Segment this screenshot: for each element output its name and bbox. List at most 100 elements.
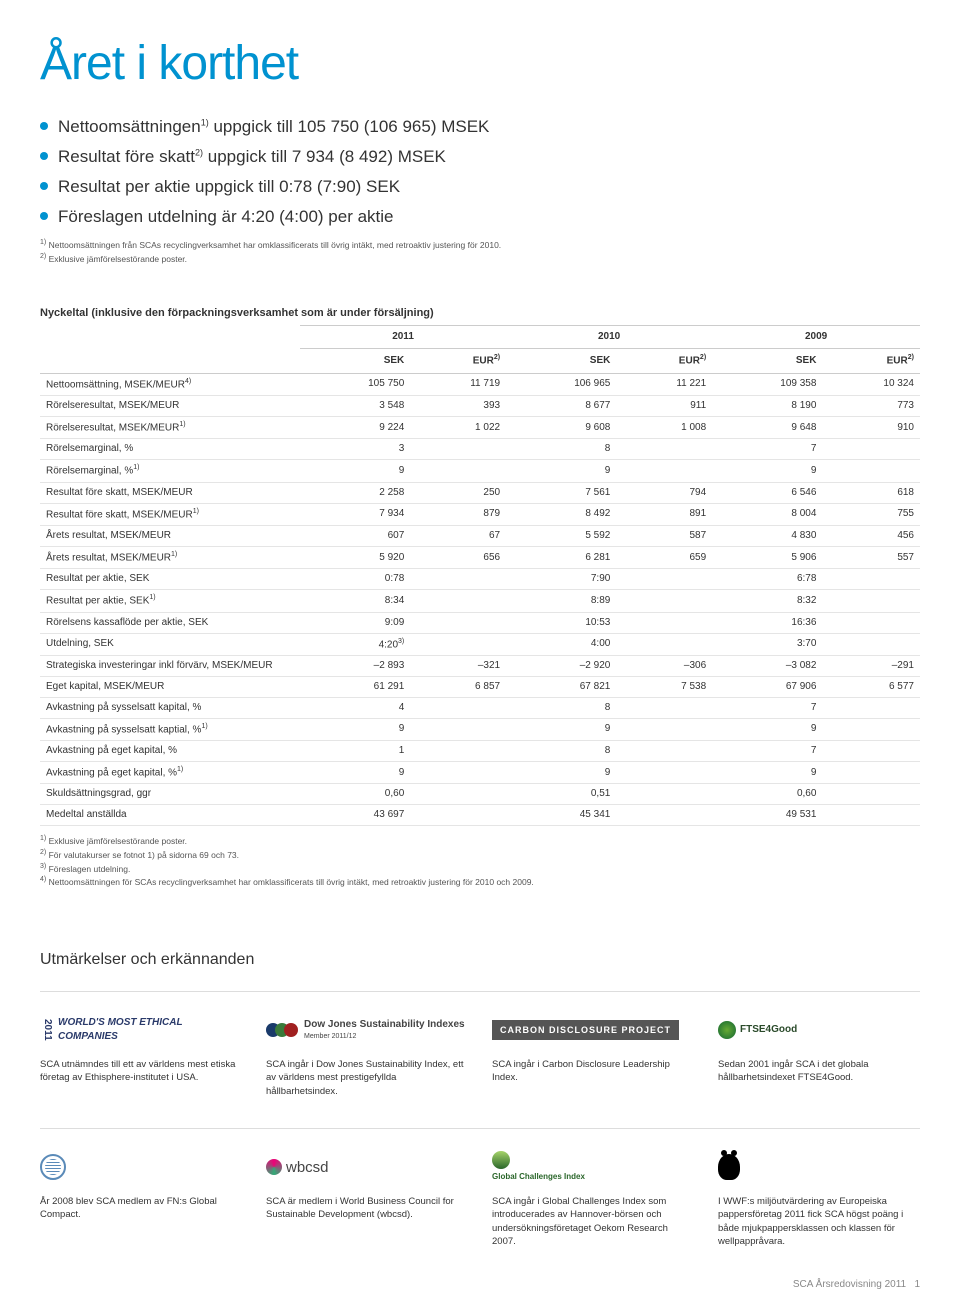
- bullet-text: Föreslagen utdelning är 4:20 (4:00) per …: [58, 205, 393, 229]
- table-cell: [616, 805, 712, 826]
- award-col: CARBON DISCLOSURE PROJECT SCA ingår i Ca…: [492, 1012, 694, 1098]
- table-cell: [822, 439, 920, 460]
- divider: [40, 1128, 920, 1129]
- nyckeltal-table: 201120102009SEKEUR2)SEKEUR2)SEKEUR2) Net…: [40, 325, 920, 826]
- table-cell: [822, 569, 920, 590]
- table-cell: 8: [506, 439, 616, 460]
- bullet-text: Resultat per aktie uppgick till 0:78 (7:…: [58, 175, 400, 199]
- table-cell: 0,60: [300, 784, 410, 805]
- table-cell: 2 258: [300, 482, 410, 503]
- table-cell: 9 648: [712, 416, 822, 438]
- table-cell: 7 934: [300, 503, 410, 525]
- dowjones-logo: Dow Jones Sustainability IndexesMember 2…: [266, 1012, 468, 1048]
- table-cell: 9: [712, 460, 822, 482]
- table-row: Avkastning på sysselsatt kaptial, %1)999: [40, 718, 920, 740]
- table-cell: [616, 762, 712, 784]
- row-label: Rörelsemarginal, %1): [40, 460, 300, 482]
- table-cell: –321: [410, 655, 506, 676]
- table-cell: 8:89: [506, 590, 616, 612]
- bullet-dot-icon: [40, 122, 48, 130]
- table-cell: 0:78: [300, 569, 410, 590]
- table-cell: 659: [616, 546, 712, 568]
- table-cell: 879: [410, 503, 506, 525]
- page-title: Året i korthet: [40, 30, 920, 97]
- table-cell: 7: [712, 439, 822, 460]
- table-cell: 67: [410, 525, 506, 546]
- table-cell: 3:70: [712, 633, 822, 655]
- table-cell: 773: [822, 395, 920, 416]
- footnote: 3) Föreslagen utdelning.: [40, 862, 920, 876]
- table-cell: –306: [616, 655, 712, 676]
- table-cell: 1 008: [616, 416, 712, 438]
- awards-row-2: År 2008 blev SCA medlem av FN:s Global C…: [40, 1149, 920, 1248]
- table-cell: 8: [506, 697, 616, 718]
- table-row: Årets resultat, MSEK/MEUR607675 5925874 …: [40, 525, 920, 546]
- table-cell: [822, 805, 920, 826]
- footnote: 1) Nettoomsättningen från SCAs recycling…: [40, 238, 920, 252]
- table-row: Rörelsemarginal, %387: [40, 439, 920, 460]
- ethical-logo: 2011WORLD'S MOST ETHICAL COMPANIES: [40, 1012, 242, 1048]
- table-cell: [410, 784, 506, 805]
- table-cell: 250: [410, 482, 506, 503]
- table-cell: 7: [712, 741, 822, 762]
- award-col: År 2008 blev SCA medlem av FN:s Global C…: [40, 1149, 242, 1248]
- table-cell: 5 592: [506, 525, 616, 546]
- award-desc: SCA ingår i Dow Jones Sustainability Ind…: [266, 1058, 468, 1098]
- table-cell: 16:36: [712, 612, 822, 633]
- wbcsd-logo: wbcsd: [266, 1149, 468, 1185]
- table-cell: [616, 590, 712, 612]
- table-body: Nettoomsättning, MSEK/MEUR4)105 75011 71…: [40, 373, 920, 826]
- footnote: 2) Exklusive jämförelsestörande poster.: [40, 252, 920, 266]
- table-row: Resultat före skatt, MSEK/MEUR1)7 934879…: [40, 503, 920, 525]
- table-cell: 4:203): [300, 633, 410, 655]
- table-cell: 8 492: [506, 503, 616, 525]
- table-row: Rörelsemarginal, %1)999: [40, 460, 920, 482]
- awards-title: Utmärkelser och erkännanden: [40, 949, 920, 971]
- row-label: Avkastning på sysselsatt kaptial, %1): [40, 718, 300, 740]
- table-cell: 8 677: [506, 395, 616, 416]
- table-cell: 891: [616, 503, 712, 525]
- table-cell: –291: [822, 655, 920, 676]
- table-cell: 8:32: [712, 590, 822, 612]
- table-cell: 9: [506, 460, 616, 482]
- bullet-dot-icon: [40, 212, 48, 220]
- table-footnotes: 1) Exklusive jämförelsestörande poster.2…: [40, 834, 920, 888]
- table-cell: 7 538: [616, 676, 712, 697]
- table-cell: [616, 718, 712, 740]
- table-cell: 9: [712, 762, 822, 784]
- footnote: 2) För valutakurser se fotnot 1) på sido…: [40, 848, 920, 862]
- table-cell: [822, 612, 920, 633]
- row-label: Eget kapital, MSEK/MEUR: [40, 676, 300, 697]
- table-cell: 8 004: [712, 503, 822, 525]
- table-cell: [616, 460, 712, 482]
- table-cell: 393: [410, 395, 506, 416]
- table-head: 201120102009SEKEUR2)SEKEUR2)SEKEUR2): [40, 326, 920, 373]
- row-label: Avkastning på eget kapital, %1): [40, 762, 300, 784]
- table-cell: 618: [822, 482, 920, 503]
- row-label: Resultat före skatt, MSEK/MEUR1): [40, 503, 300, 525]
- row-label: Rörelsemarginal, %: [40, 439, 300, 460]
- row-label: Rörelsens kassaflöde per aktie, SEK: [40, 612, 300, 633]
- bullet-list: Nettoomsättningen1) uppgick till 105 750…: [40, 115, 920, 228]
- row-label: Skuldsättningsgrad, ggr: [40, 784, 300, 805]
- table-row: Avkastning på sysselsatt kapital, %487: [40, 697, 920, 718]
- table-cell: 67 906: [712, 676, 822, 697]
- table-cell: 6 546: [712, 482, 822, 503]
- table-row: Strategiska investeringar inkl förvärv, …: [40, 655, 920, 676]
- table-row: Skuldsättningsgrad, ggr0,600,510,60: [40, 784, 920, 805]
- bullet-item: Nettoomsättningen1) uppgick till 105 750…: [40, 115, 920, 139]
- table-cell: 1: [300, 741, 410, 762]
- table-cell: 587: [616, 525, 712, 546]
- sub-header: EUR2): [616, 349, 712, 373]
- table-row: Medeltal anställda43 69745 34149 531: [40, 805, 920, 826]
- table-row: Eget kapital, MSEK/MEUR61 2916 85767 821…: [40, 676, 920, 697]
- table-cell: 67 821: [506, 676, 616, 697]
- row-label: Medeltal anställda: [40, 805, 300, 826]
- table-cell: 43 697: [300, 805, 410, 826]
- bullet-item: Föreslagen utdelning är 4:20 (4:00) per …: [40, 205, 920, 229]
- table-cell: [410, 460, 506, 482]
- table-cell: 10:53: [506, 612, 616, 633]
- table-row: Avkastning på eget kapital, %187: [40, 741, 920, 762]
- award-desc: SCA ingår i Carbon Disclosure Leadership…: [492, 1058, 694, 1085]
- table-cell: 49 531: [712, 805, 822, 826]
